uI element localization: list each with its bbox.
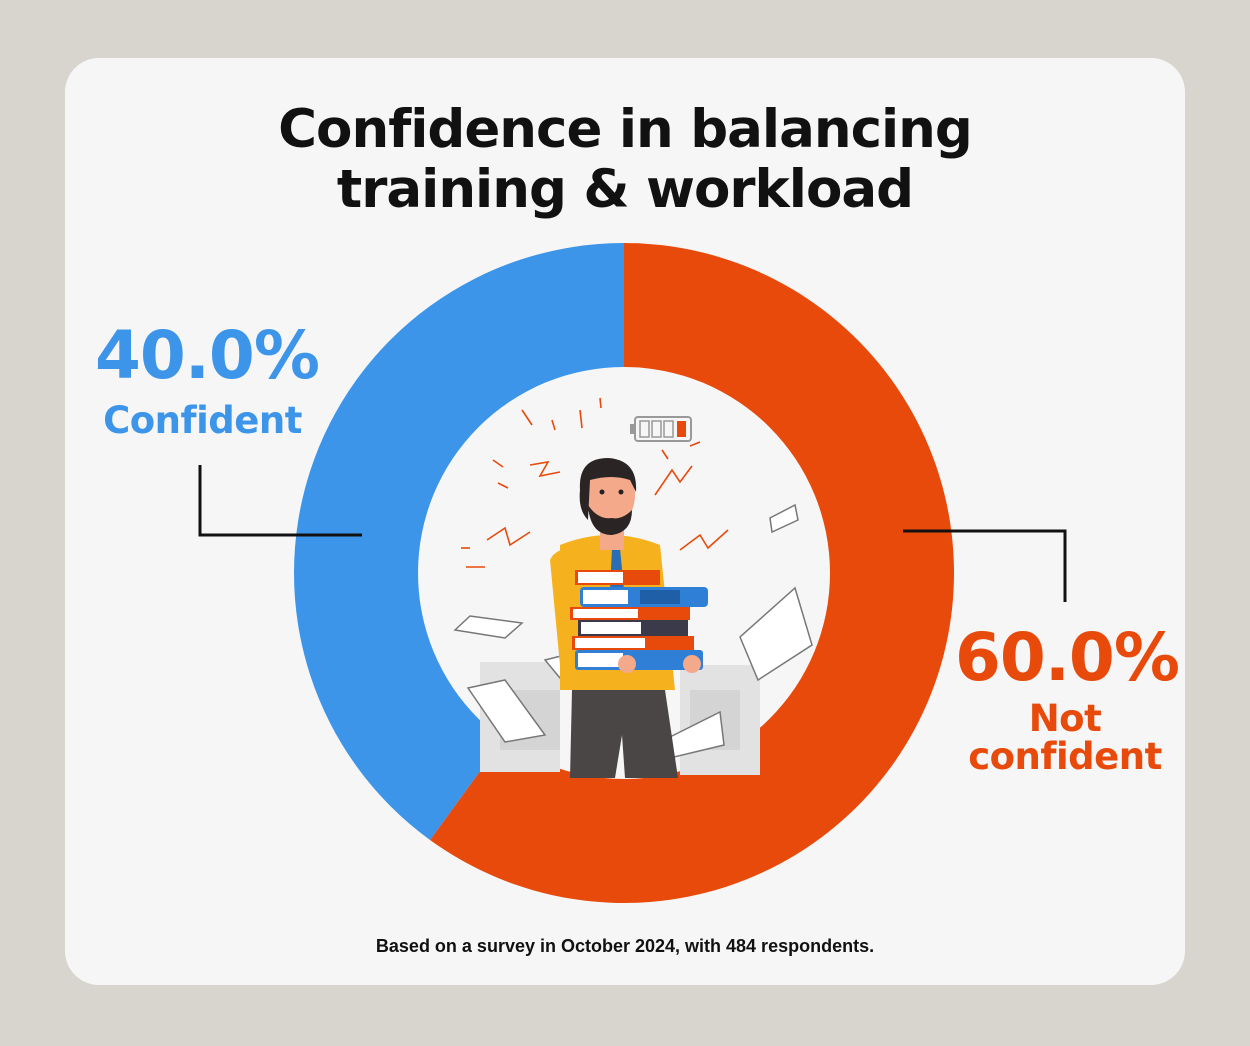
- right-hand: [683, 655, 701, 673]
- confident-label: Confident: [103, 399, 302, 442]
- leader-line-not-confident: [903, 529, 1067, 602]
- not-confident-label-line-1: Not: [1028, 697, 1102, 740]
- trousers: [570, 690, 678, 778]
- stress-lines-icon: [461, 397, 729, 568]
- confident-percentage: 40.0%: [95, 317, 320, 394]
- chart-title: Confidence in balancing training & workl…: [65, 100, 1185, 220]
- paper-sheet-icon: [466, 679, 547, 743]
- leader-line-confident: [198, 465, 362, 537]
- chart-title-line-2: training & workload: [336, 159, 914, 220]
- paper-sheet-icon: [769, 503, 799, 534]
- battery-low-icon: [630, 416, 692, 442]
- chart-title-line-1: Confidence in balancing: [278, 99, 973, 160]
- book-stack-icon: [570, 570, 708, 670]
- paper-sheet-icon: [739, 586, 813, 682]
- survey-footnote: Based on a survey in October 2024, with …: [375, 936, 875, 956]
- stressed-worker-illustration: [453, 397, 813, 778]
- beard: [588, 505, 632, 535]
- not-confident-percentage: 60.0%: [955, 619, 1180, 696]
- not-confident-label-line-2: confident: [968, 735, 1162, 778]
- left-hand: [618, 655, 636, 673]
- paper-sheet-icon: [453, 615, 524, 639]
- hair: [579, 458, 637, 520]
- not-confident-label: Not confident: [955, 700, 1175, 776]
- head: [585, 463, 635, 527]
